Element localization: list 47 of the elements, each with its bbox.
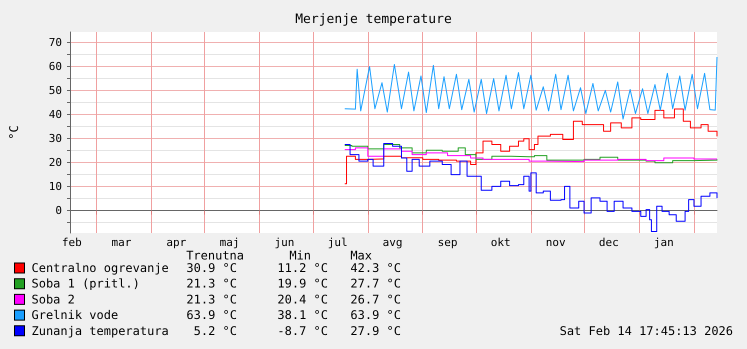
line-series: [344, 56, 718, 120]
x-tick-label: jan: [654, 236, 674, 249]
text: -8.7 °C: [277, 324, 328, 338]
legend-label: Soba 1 (pritl.): [32, 276, 140, 291]
x-tick-label: mar: [111, 236, 132, 249]
y-tick-label: 50: [48, 84, 62, 97]
y-axis-title: °C: [7, 125, 21, 140]
x-tick-label: jul: [328, 236, 348, 249]
text: 26.7 °C: [350, 292, 401, 306]
text: 63.9 °C: [186, 308, 237, 322]
text: 21.3 °C: [186, 292, 237, 306]
text: 19.9 °C: [277, 276, 328, 291]
text: 11.2 °C: [277, 261, 328, 275]
legend-label: Soba 2: [32, 292, 75, 306]
text: Sat Feb 14 17:45:13 2026: [560, 324, 733, 338]
x-tick-label: apr: [166, 236, 187, 249]
text: 5.2 °C: [194, 324, 237, 338]
y-tick-label: 30: [48, 132, 62, 146]
text: 20.4 °C: [277, 292, 328, 306]
legend-label: Zunanja temperatura: [32, 324, 169, 338]
y-tick-label: 70: [48, 36, 62, 49]
y-tick-label: 0: [55, 204, 62, 218]
text: 27.7 °C: [350, 276, 401, 291]
text: 63.9 °C: [350, 308, 401, 322]
text: Max: [350, 248, 372, 262]
text: 30.9 °C: [186, 261, 237, 275]
x-tick-label: feb: [62, 236, 82, 249]
legend-label: Centralno ogrevanje: [32, 261, 169, 275]
x-tick-label: nov: [546, 236, 566, 249]
text: 38.1 °C: [277, 308, 328, 322]
y-tick-label: 60: [48, 60, 62, 73]
text: 27.9 °C: [350, 324, 401, 338]
x-tick-label: okt: [490, 236, 511, 249]
x-tick-label: dec: [598, 236, 619, 249]
x-tick-label: avg: [382, 236, 403, 249]
x-tick-label: maj: [220, 236, 240, 249]
y-tick-label: 10: [48, 180, 62, 194]
y-tick-label: 20: [48, 156, 62, 170]
text: Min: [289, 248, 311, 262]
x-tick-label: sep: [438, 236, 458, 249]
text: 21.3 °C: [186, 276, 237, 291]
chart-title: Merjenje temperature: [295, 12, 452, 27]
y-tick-label: 40: [48, 108, 62, 121]
text: 42.3 °C: [350, 261, 401, 275]
text: Trenutna: [186, 248, 244, 262]
x-tick-label: jun: [274, 236, 294, 249]
legend-label: Grelnik vode: [32, 308, 118, 322]
